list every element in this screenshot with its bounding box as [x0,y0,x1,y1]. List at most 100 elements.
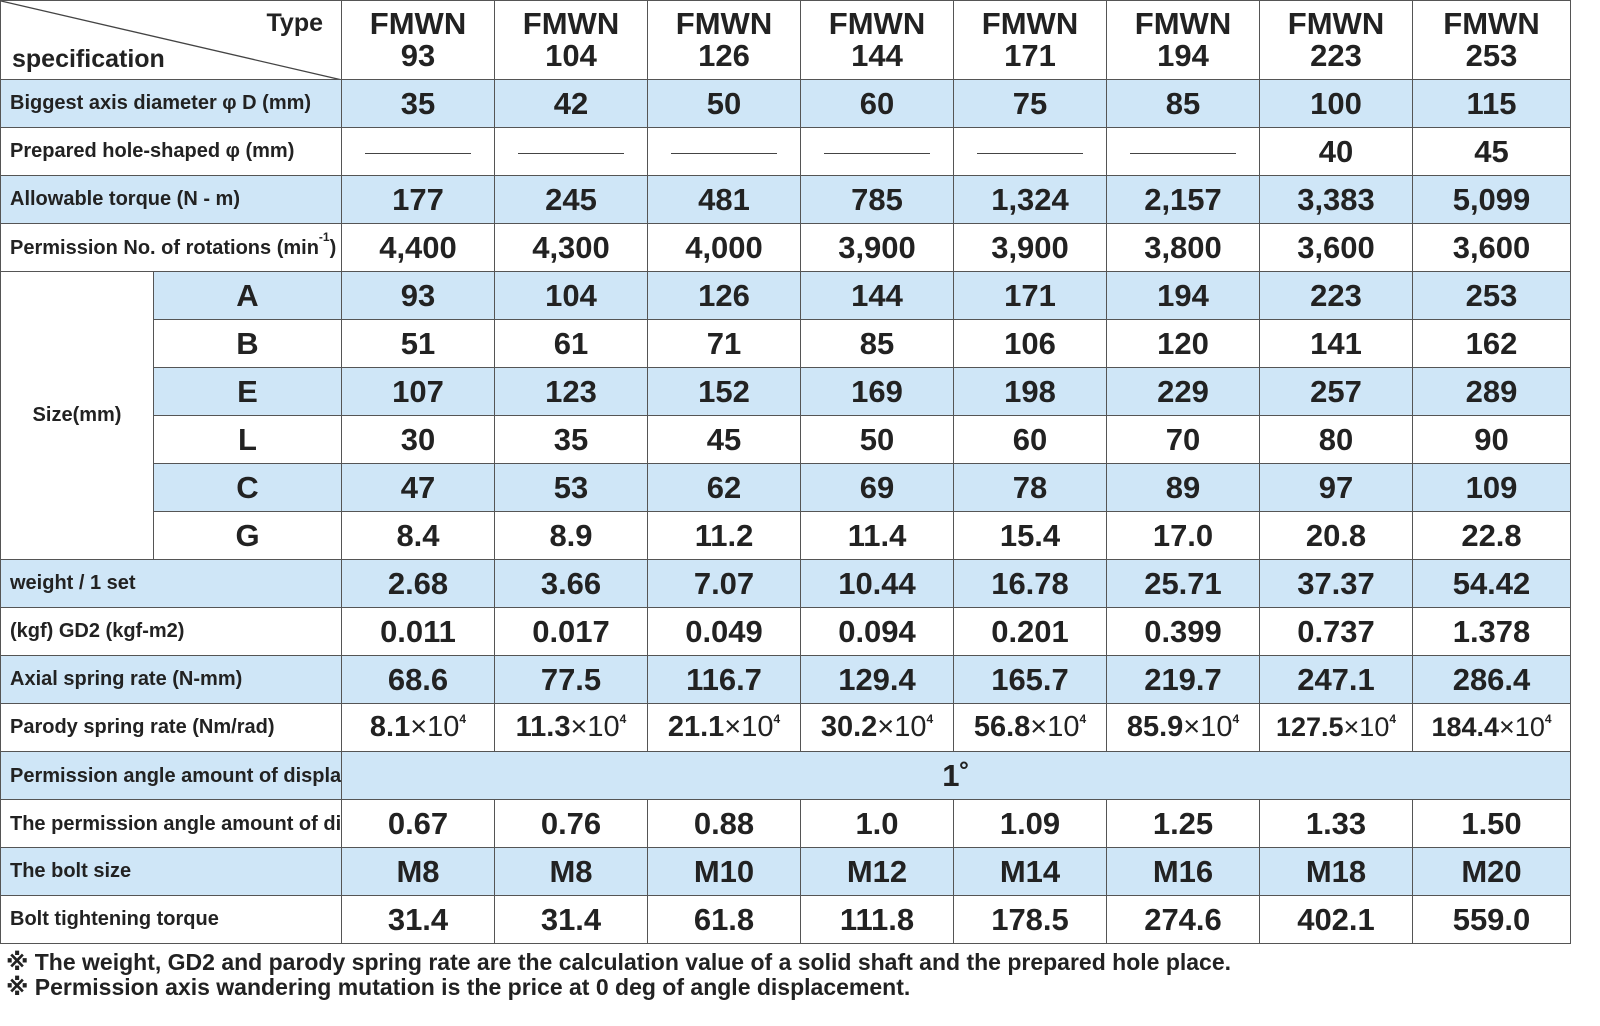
value-cell: 126 [647,271,801,320]
value-cell: 2,157 [1106,175,1260,224]
value-cell: 481 [647,175,801,224]
value-cell: 2.68 [341,559,495,608]
value-cell: 69 [800,463,954,512]
value-cell: 11.4 [800,511,954,560]
not-applicable-dash [977,152,1083,154]
value-cell: 106 [953,319,1107,368]
value-cell: 35 [341,79,495,128]
value-cell: 53 [494,463,648,512]
value-cell: 559.0 [1412,895,1571,944]
row-label: (kgf) GD2 (kgf-m2) [0,607,342,656]
value-cell: 45 [1412,127,1571,176]
size-row-c: C 47 53 62 69 78 89 97 109 [1,463,1571,512]
value-cell: 42 [494,79,648,128]
footnotes: ※ The weight, GD2 and parody spring rate… [6,950,1231,1000]
value-cell: 40 [1259,127,1413,176]
value-cell: 127.5×104 [1259,703,1413,752]
merged-value-cell: 1˚ [341,751,1571,800]
value-cell: 4,000 [647,223,801,272]
value-cell: 22.8 [1412,511,1571,560]
weight-row: weight / 1 set 2.68 3.66 7.07 10.44 16.7… [0,559,1571,608]
value-cell: 116.7 [647,655,801,704]
value-cell: 68.6 [341,655,495,704]
value-cell: 8.1×104 [341,703,495,752]
value-cell: 3,800 [1106,223,1260,272]
value-cell: 50 [800,415,954,464]
value-cell: 162 [1412,319,1571,368]
value-cell: 71 [647,319,801,368]
value-cell: 402.1 [1259,895,1413,944]
value-cell: 17.0 [1106,511,1260,560]
value-cell: 85 [800,319,954,368]
value-cell: 245 [494,175,648,224]
value-cell: 223 [1259,271,1413,320]
value-cell: M8 [494,847,648,896]
value-cell: 0.201 [953,607,1107,656]
dash-cell [494,127,648,176]
value-cell: 0.67 [341,799,495,848]
value-cell: 178.5 [953,895,1107,944]
dimension-key: B [153,319,342,368]
value-cell: M8 [341,847,495,896]
dash-cell [647,127,801,176]
value-cell: 0.049 [647,607,801,656]
value-cell: 97 [1259,463,1413,512]
size-row-g: G 8.4 8.9 11.2 11.4 15.4 17.0 20.8 22.8 [1,511,1571,560]
value-cell: 198 [953,367,1107,416]
value-cell: 77.5 [494,655,648,704]
value-cell: 1.378 [1412,607,1571,656]
value-cell: 0.017 [494,607,648,656]
not-applicable-dash [1130,152,1236,154]
value-cell: 129.4 [800,655,954,704]
value-cell: 61.8 [647,895,801,944]
row-label: Parody spring rate (Nm/rad) [0,703,342,752]
model-header: FMWN 171 [953,0,1107,80]
value-cell: 274.6 [1106,895,1260,944]
dash-cell [1106,127,1260,176]
value-cell: 184.4×104 [1412,703,1571,752]
type-label: Type [266,9,324,37]
value-cell: 177 [341,175,495,224]
value-cell: 37.37 [1259,559,1413,608]
value-cell: 194 [1106,271,1260,320]
value-cell: 1.09 [953,799,1107,848]
value-cell: 107 [341,367,495,416]
row-label: Prepared hole-shaped φ (mm) [0,127,342,176]
value-cell: M20 [1412,847,1571,896]
row-label: Permission angle amount of displacement … [0,751,342,800]
value-cell: 60 [953,415,1107,464]
value-cell: 100 [1259,79,1413,128]
parody-spring-row: Parody spring rate (Nm/rad) 8.1×104 11.3… [0,703,1571,752]
size-row-e: E 107 123 152 169 198 229 257 289 [1,367,1571,416]
specification-table: Type specification FMWN 93 FMWN 104 FMWN 12… [0,0,1571,944]
torque-row: Allowable torque (N - m) 177 245 481 785… [0,175,1571,224]
value-cell: 257 [1259,367,1413,416]
value-cell: 11.2 [647,511,801,560]
row-label: weight / 1 set [0,559,342,608]
row-label: The permission angle amount of displacem… [0,799,342,848]
specification-label: specification [12,45,165,73]
model-header: FMWN 93 [341,0,495,80]
value-cell: 0.88 [647,799,801,848]
row-label: Bolt tightening torque [0,895,342,944]
not-applicable-dash [671,152,777,154]
value-cell: 5,099 [1412,175,1571,224]
value-cell: 85.9×104 [1106,703,1260,752]
value-cell: 165.7 [953,655,1107,704]
value-cell: 11.3×104 [494,703,648,752]
row-label: Allowable torque (N - m) [0,175,342,224]
value-cell: 4,400 [341,223,495,272]
value-cell: M14 [953,847,1107,896]
not-applicable-dash [518,152,624,154]
not-applicable-dash [365,152,471,154]
value-cell: 247.1 [1259,655,1413,704]
value-cell: 3.66 [494,559,648,608]
value-cell: 3,600 [1412,223,1571,272]
biggest-axis-row: Biggest axis diameter φ D (mm) 35 42 50 … [0,79,1571,128]
gd2-row: (kgf) GD2 (kgf-m2) 0.011 0.017 0.049 0.0… [0,607,1571,656]
footnote: ※ The weight, GD2 and parody spring rate… [6,949,1232,975]
value-cell: 80 [1259,415,1413,464]
value-cell: 0.76 [494,799,648,848]
angle-mm-row: The permission angle amount of displacem… [0,799,1571,848]
model-header: FMWN 253 [1412,0,1571,80]
